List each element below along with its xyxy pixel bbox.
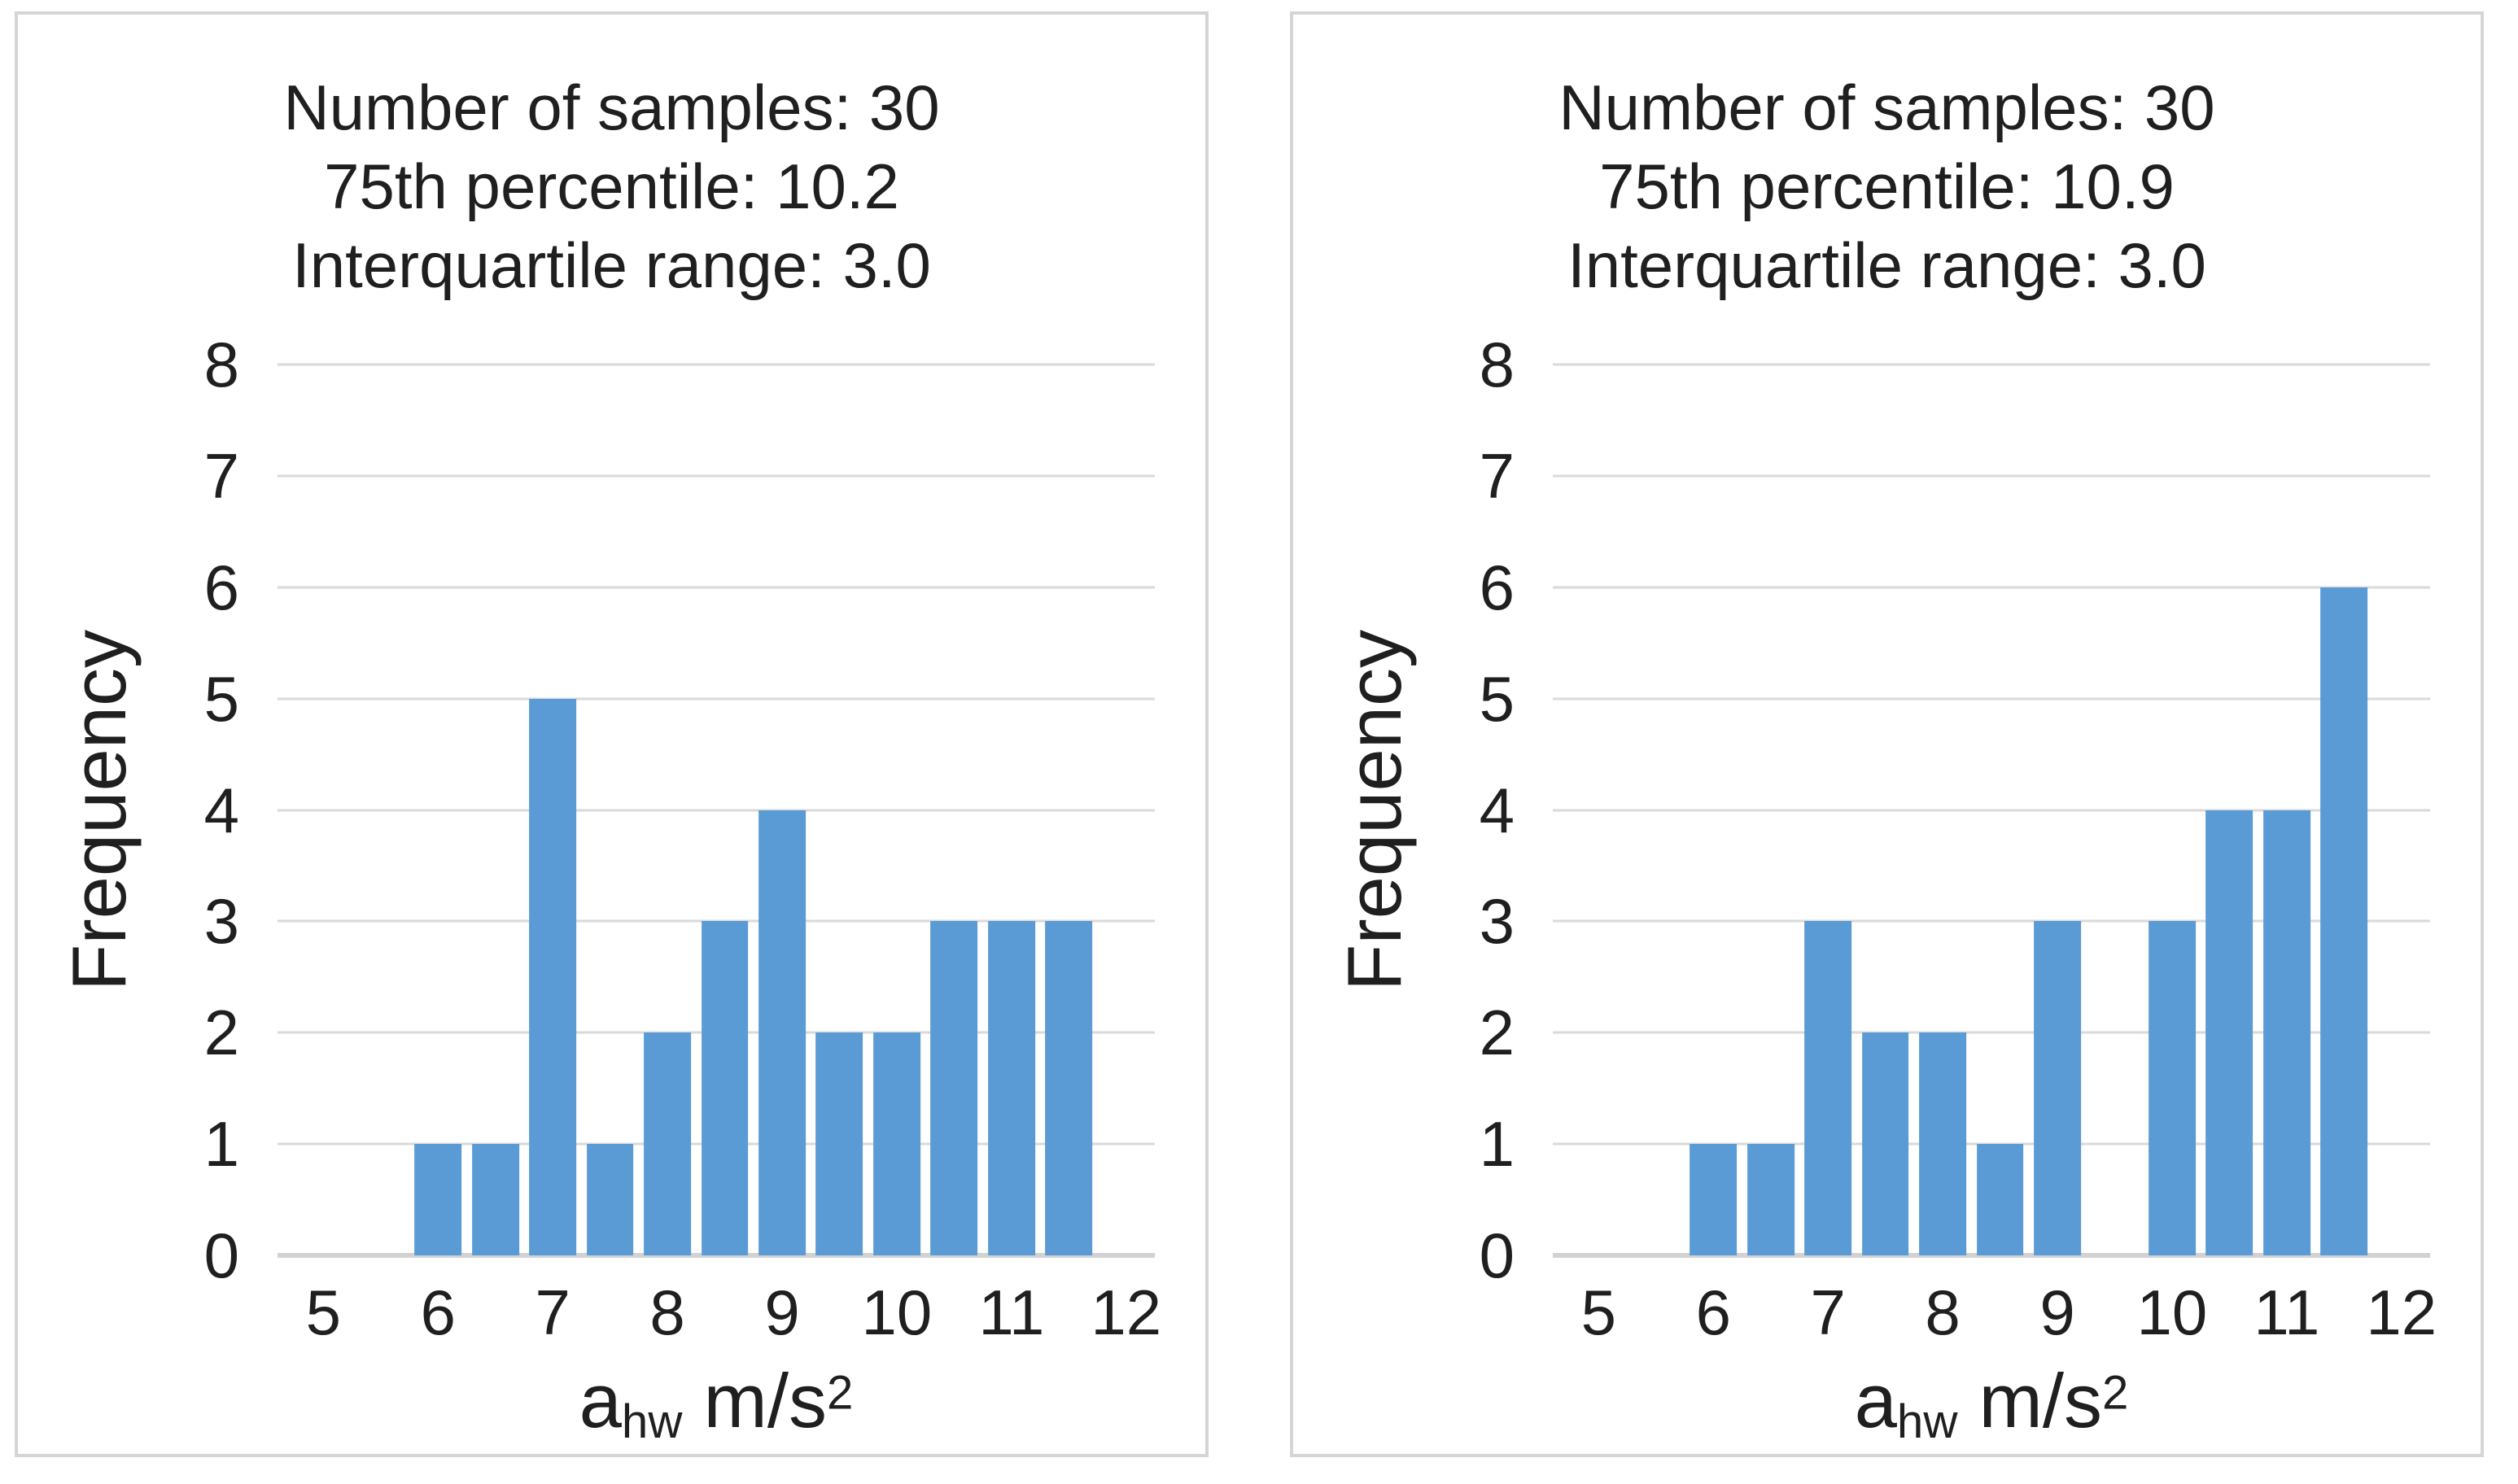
x-tick-label: 12 bbox=[1091, 1277, 1162, 1348]
x-tick-label: 10 bbox=[861, 1277, 933, 1348]
y-tick-label: 8 bbox=[1479, 329, 1515, 400]
plot-area bbox=[278, 363, 1155, 1258]
y-tick-label: 0 bbox=[203, 1220, 239, 1291]
histogram-bar bbox=[1045, 921, 1093, 1255]
histogram-bar bbox=[1919, 1032, 1966, 1255]
histogram-bar bbox=[1861, 1032, 1909, 1255]
x-tick-labels: 5 6 7 8 9 10 11 12 bbox=[278, 1277, 1161, 1359]
x-tick-label: 5 bbox=[1580, 1277, 1617, 1348]
x-axis-label-superscript: 2 bbox=[2101, 1366, 2129, 1420]
y-tick-label: 5 bbox=[1479, 662, 1515, 735]
x-axis-line bbox=[278, 1253, 1155, 1258]
histogram-bar bbox=[2320, 587, 2368, 1255]
histogram-bar bbox=[2034, 921, 2081, 1255]
y-tick-label: 7 bbox=[203, 439, 239, 512]
histogram-bar bbox=[1804, 921, 1852, 1255]
chart-title: Number of samples: 30 75th percentile: 1… bbox=[1293, 68, 2481, 305]
x-axis-label: ahw m/s2 bbox=[1553, 1359, 2430, 1448]
histogram-bar bbox=[987, 921, 1035, 1255]
title-line-iqr: Interquartile range: 3.0 bbox=[1567, 229, 2206, 301]
histogram-bar bbox=[1976, 1144, 2024, 1255]
histogram-bar bbox=[1746, 1144, 1795, 1255]
y-tick-label: 3 bbox=[203, 885, 239, 958]
x-tick-label: 11 bbox=[2254, 1277, 2320, 1348]
gridline bbox=[278, 363, 1155, 366]
y-tick-label: 7 bbox=[1479, 439, 1515, 512]
y-tick-label: 6 bbox=[1479, 551, 1515, 623]
title-line-percentile: 75th percentile: 10.9 bbox=[1599, 151, 2175, 222]
histogram-bar bbox=[644, 1032, 691, 1255]
histogram-bar bbox=[1690, 1144, 1738, 1255]
gridline bbox=[1553, 809, 2430, 811]
histogram-bar bbox=[414, 1144, 462, 1255]
histogram-panel-left: Number of samples: 30 75th percentile: 1… bbox=[15, 11, 1209, 1457]
title-line-iqr: Interquartile range: 3.0 bbox=[292, 229, 931, 301]
y-tick-label: 4 bbox=[1479, 774, 1515, 846]
histogram-bar bbox=[2262, 810, 2310, 1255]
gridline bbox=[1553, 586, 2430, 589]
gridline bbox=[1553, 919, 2430, 923]
plot-area bbox=[1553, 363, 2430, 1258]
x-axis-label-superscript: 2 bbox=[826, 1366, 854, 1420]
x-tick-label: 7 bbox=[1810, 1277, 1846, 1348]
gridline bbox=[1553, 697, 2430, 701]
gridline bbox=[1553, 1031, 2430, 1034]
title-line-samples: Number of samples: 30 bbox=[1558, 72, 2215, 143]
y-tick-label: 3 bbox=[1479, 885, 1515, 958]
histogram-bar bbox=[701, 921, 749, 1255]
x-axis-label-subscript: hw bbox=[1896, 1395, 1958, 1448]
histogram-bar bbox=[2205, 810, 2254, 1255]
gridline bbox=[1553, 363, 2430, 366]
x-tick-label: 8 bbox=[649, 1277, 685, 1348]
x-tick-label: 11 bbox=[978, 1277, 1045, 1348]
histogram-bar bbox=[529, 698, 577, 1255]
x-axis-line bbox=[1553, 1253, 2430, 1258]
gridline bbox=[1553, 474, 2430, 478]
gridline bbox=[278, 809, 1155, 811]
x-tick-label: 7 bbox=[535, 1277, 570, 1348]
x-axis-label-base: a bbox=[1854, 1358, 1897, 1443]
x-tick-label: 9 bbox=[2039, 1277, 2075, 1348]
histogram-bar bbox=[815, 1032, 863, 1255]
gridline bbox=[278, 586, 1155, 589]
y-tick-label: 0 bbox=[1479, 1220, 1515, 1291]
histogram-panel-right: Number of samples: 30 75th percentile: 1… bbox=[1290, 11, 2484, 1457]
histogram-bar bbox=[873, 1032, 920, 1255]
x-tick-label: 9 bbox=[764, 1277, 800, 1348]
histogram-bar bbox=[471, 1144, 519, 1255]
x-axis-label-subscript: hw bbox=[621, 1395, 683, 1448]
y-tick-label: 5 bbox=[203, 662, 239, 735]
histogram-bar bbox=[930, 921, 978, 1255]
histogram-bar bbox=[758, 810, 806, 1255]
y-tick-label: 4 bbox=[203, 774, 239, 846]
histogram-bar bbox=[586, 1144, 634, 1255]
histogram-bar bbox=[2149, 921, 2196, 1255]
x-tick-label: 8 bbox=[1925, 1277, 1961, 1348]
y-tick-label: 8 bbox=[203, 329, 239, 400]
y-tick-label: 6 bbox=[203, 551, 239, 623]
y-tick-label: 1 bbox=[203, 1108, 239, 1181]
chart-title: Number of samples: 30 75th percentile: 1… bbox=[18, 68, 1205, 305]
x-axis-label-units: m/s bbox=[1957, 1358, 2102, 1443]
y-tick-label: 2 bbox=[1479, 997, 1515, 1069]
x-axis-label-base: a bbox=[579, 1358, 622, 1443]
title-line-samples: Number of samples: 30 bbox=[283, 72, 940, 143]
gridline bbox=[278, 474, 1155, 478]
title-line-percentile: 75th percentile: 10.2 bbox=[324, 151, 899, 222]
x-axis-label: ahw m/s2 bbox=[278, 1359, 1155, 1448]
x-tick-label: 6 bbox=[420, 1277, 456, 1348]
y-tick-label: 1 bbox=[1479, 1108, 1515, 1181]
y-tick-label: 2 bbox=[203, 997, 239, 1069]
x-tick-labels: 5 6 7 8 9 10 11 12 bbox=[1553, 1277, 2437, 1359]
x-tick-label: 10 bbox=[2136, 1277, 2208, 1348]
x-axis-label-units: m/s bbox=[682, 1358, 827, 1443]
x-tick-label: 6 bbox=[1695, 1277, 1731, 1348]
x-tick-label: 5 bbox=[305, 1277, 342, 1348]
x-tick-label: 12 bbox=[2366, 1277, 2437, 1348]
gridline bbox=[278, 697, 1155, 701]
